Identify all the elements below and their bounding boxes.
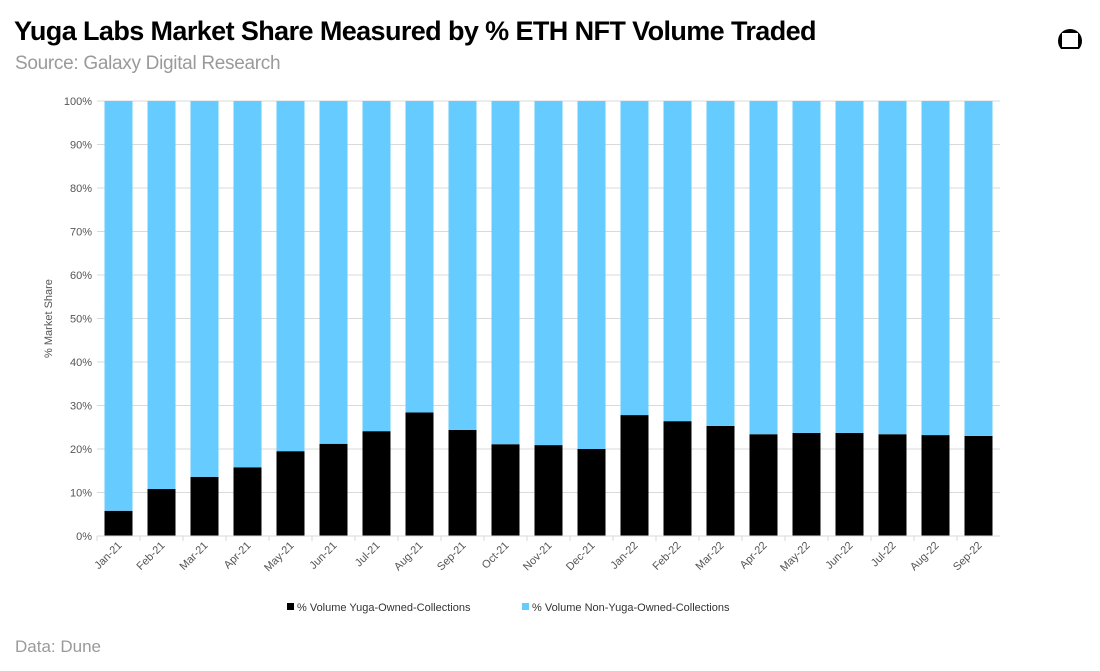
bar-yuga	[405, 412, 434, 536]
bar-yuga	[233, 467, 262, 536]
bar-non-yuga	[964, 101, 993, 436]
bar-yuga	[663, 421, 692, 536]
y-tick-label: 50%	[70, 314, 92, 326]
bar-non-yuga	[663, 101, 692, 422]
bar-yuga	[319, 443, 348, 536]
x-tick-label: Mar-22	[693, 540, 726, 573]
bar-non-yuga	[276, 101, 305, 452]
bar-yuga	[190, 476, 219, 536]
data-source: Data: Dune	[15, 637, 101, 656]
y-tick-label: 100%	[64, 96, 92, 108]
bar-yuga	[104, 510, 133, 536]
bar-yuga	[706, 425, 735, 536]
bar-yuga	[577, 449, 606, 536]
bar-non-yuga	[233, 101, 262, 468]
y-axis-label: % Market Share	[43, 279, 55, 358]
y-tick-label: 20%	[70, 444, 92, 456]
galaxy-logo-icon	[1058, 29, 1082, 54]
x-tick-label: Nov-21	[521, 540, 555, 574]
bar-yuga	[534, 445, 563, 536]
legend-label: % Volume Yuga-Owned-Collections	[297, 602, 471, 614]
bar-yuga	[792, 432, 821, 536]
x-tick-label: Feb-22	[650, 540, 683, 573]
bar-yuga	[964, 435, 993, 536]
chart-subtitle: Source: Galaxy Digital Research	[15, 53, 281, 74]
bar-non-yuga	[190, 101, 219, 477]
chart-title: Yuga Labs Market Share Measured by % ETH…	[14, 16, 817, 46]
x-tick-label: Jan-21	[92, 540, 124, 572]
bar-non-yuga	[620, 101, 649, 416]
legend-swatch	[287, 603, 294, 610]
bar-non-yuga	[362, 101, 391, 432]
bar-yuga	[147, 489, 176, 536]
bar-non-yuga	[921, 101, 950, 436]
y-tick-label: 70%	[70, 227, 92, 239]
bar-yuga	[276, 451, 305, 536]
bar-yuga	[749, 434, 778, 536]
x-tick-label: Mar-21	[177, 540, 210, 573]
bar-yuga	[921, 435, 950, 536]
x-tick-label: Jul-22	[869, 540, 899, 570]
bar-yuga	[362, 431, 391, 536]
x-tick-label: Dec-21	[564, 540, 598, 574]
y-tick-label: 10%	[70, 488, 92, 500]
y-tick-label: 30%	[70, 401, 92, 413]
x-tick-label: May-21	[262, 540, 296, 574]
legend-swatch	[522, 603, 529, 610]
y-tick-label: 80%	[70, 183, 92, 195]
bar-non-yuga	[878, 101, 907, 435]
bar-non-yuga	[405, 101, 434, 413]
x-tick-label: Aug-22	[908, 540, 942, 574]
x-tick-label: Jan-22	[608, 540, 640, 572]
bar-yuga	[878, 434, 907, 536]
bar-non-yuga	[577, 101, 606, 449]
x-tick-label: Apr-22	[738, 540, 770, 572]
bar-non-yuga	[749, 101, 778, 435]
legend-label: % Volume Non-Yuga-Owned-Collections	[532, 602, 730, 614]
bar-yuga	[491, 444, 520, 536]
galaxy-logo	[1052, 28, 1088, 59]
y-tick-label: 90%	[70, 140, 92, 152]
x-tick-label: Aug-21	[392, 540, 426, 574]
bar-non-yuga	[792, 101, 821, 433]
bar-yuga	[620, 415, 649, 536]
x-tick-label: Sep-22	[951, 540, 985, 574]
bar-non-yuga	[835, 101, 864, 433]
bar-non-yuga	[104, 101, 133, 511]
bar-non-yuga	[448, 101, 477, 430]
x-tick-label: Apr-21	[222, 540, 254, 572]
bar-non-yuga	[147, 101, 176, 490]
x-tick-label: May-22	[778, 540, 812, 574]
bar-non-yuga	[706, 101, 735, 426]
x-tick-label: Sep-21	[435, 540, 469, 574]
x-tick-label: Feb-21	[134, 540, 167, 573]
x-tick-label: Jun-21	[307, 540, 339, 572]
bar-yuga	[448, 429, 477, 536]
y-tick-label: 40%	[70, 357, 92, 369]
bar-yuga	[835, 432, 864, 536]
x-tick-label: Oct-21	[480, 540, 512, 572]
y-tick-label: 0%	[76, 531, 92, 543]
y-tick-label: 60%	[70, 270, 92, 282]
x-tick-label: Jun-22	[823, 540, 855, 572]
bar-non-yuga	[491, 101, 520, 445]
bar-non-yuga	[319, 101, 348, 444]
x-tick-label: Jul-21	[353, 540, 383, 570]
bar-non-yuga	[534, 101, 563, 446]
